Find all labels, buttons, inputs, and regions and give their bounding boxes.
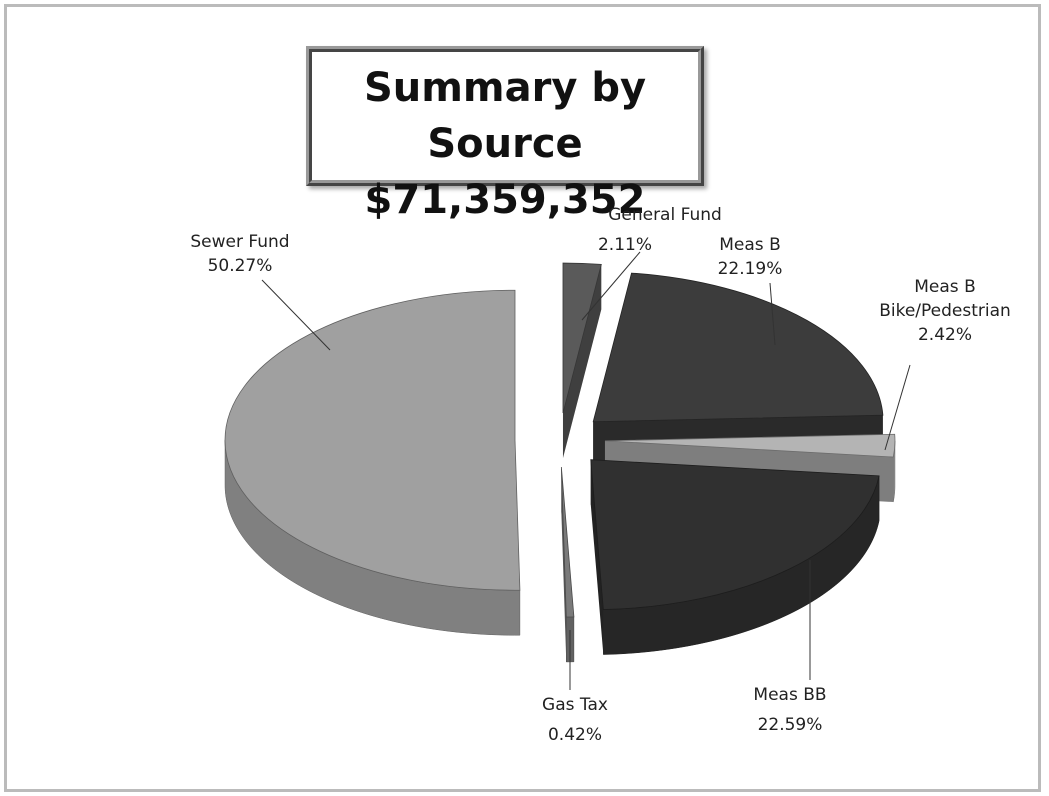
slice-label: Gas Tax	[542, 695, 608, 715]
pie-tops	[224, 262, 896, 618]
slice	[590, 459, 880, 610]
slice-wall	[562, 264, 602, 459]
value-label: 22.59%	[757, 715, 823, 735]
leader-line	[769, 282, 776, 346]
chart-title: Summary by Source	[363, 65, 647, 167]
slice-label: Meas B Bike/Pedestrian	[879, 277, 1011, 321]
slice	[592, 272, 884, 423]
slice-wall	[590, 459, 604, 655]
value-label: 22.19%	[717, 259, 783, 279]
slice-label: General Fund	[608, 205, 722, 225]
title-box: Summary by Source $71,359,352	[306, 46, 704, 223]
slice	[604, 433, 896, 458]
value-label: 50.27%	[207, 256, 273, 276]
value-label: 2.42%	[917, 325, 972, 345]
chart-subtitle: $71,359,352	[364, 177, 646, 223]
slice	[560, 466, 575, 618]
slice	[224, 289, 521, 591]
slice	[562, 262, 602, 414]
slice-label: Meas B	[719, 235, 781, 255]
leader-line	[581, 251, 641, 321]
value-label: 0.42%	[547, 725, 602, 745]
chart-frame	[4, 4, 1041, 792]
leader-line	[261, 279, 331, 351]
value-label: 2.11%	[597, 235, 652, 255]
leader-line	[884, 364, 911, 451]
slice-label: Sewer Fund	[190, 232, 290, 252]
slice-label: Meas BB	[753, 685, 827, 705]
